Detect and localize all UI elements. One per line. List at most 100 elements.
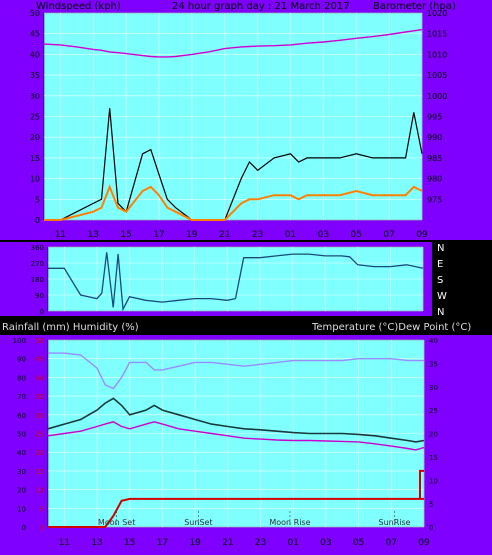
annotation-label: Moon Set — [98, 518, 135, 527]
baro-y-tick-label: 1000 — [427, 92, 447, 101]
wind-y-tick-label: 5 — [35, 195, 40, 204]
baro-y-tick-label: 1020 — [427, 9, 447, 18]
compass-label: W — [437, 291, 447, 302]
temp-x-tick-label: 19 — [189, 538, 201, 548]
header-date-title: 24 hour graph day : 21 March 2017 — [172, 1, 350, 12]
temp-x-tick-label: 17 — [157, 538, 168, 548]
wind-x-tick-label: 23 — [252, 230, 263, 240]
humidity-y-tick-label: 40 — [17, 449, 26, 457]
baro-y-tick-label: 985 — [427, 154, 442, 163]
barometer-line — [43, 28, 423, 58]
temp-y-tick-label: 30 — [429, 384, 438, 392]
rain-y-tick-label: 30 — [35, 412, 44, 420]
humidity-y-tick-label: 60 — [17, 412, 26, 420]
temp-x-tick-label: 13 — [91, 538, 102, 548]
rain-y-tick-label: 25 — [35, 431, 44, 439]
humidity-y-tick-label: 70 — [17, 393, 26, 401]
temp-x-tick-label: 09 — [418, 538, 430, 548]
humidity-y-tick-label: 0 — [22, 524, 26, 532]
temperature-line — [47, 397, 425, 443]
baro-y-tick-label: 1005 — [427, 71, 447, 80]
dewpoint-line — [47, 421, 425, 451]
header-rain-humidity-label: Rainfall (mm) Humidity (%) — [2, 322, 139, 333]
temp-y-tick-label: 40 — [429, 337, 438, 345]
baro-y-tick-label: 1010 — [427, 50, 447, 59]
wind-y-tick-label: 45 — [30, 30, 40, 39]
wind-y-tick-label: 50 — [30, 9, 40, 18]
wind-x-tick-label: 13 — [88, 230, 99, 240]
baro-y-tick-label: 1015 — [427, 30, 447, 39]
humidity-y-tick-label: 20 — [17, 487, 26, 495]
wind-y-tick-label: 20 — [30, 133, 40, 142]
compass-label: N — [437, 243, 444, 254]
wind-x-tick-label: 11 — [55, 230, 66, 240]
wind-y-tick-label: 30 — [30, 92, 40, 101]
wind-direction-line — [48, 252, 424, 312]
temp-x-tick-label: 23 — [255, 538, 266, 548]
humidity-y-tick-label: 10 — [17, 505, 26, 513]
rain-y-tick-label: 0 — [40, 524, 44, 532]
dir-y-tick-label: 90 — [35, 292, 44, 300]
annotation-label: Moon Rise — [269, 518, 310, 527]
temp-x-tick-label: 03 — [320, 538, 331, 548]
header-windspeed-label: Windspeed (kph) — [36, 1, 121, 12]
humidity-y-tick-label: 90 — [17, 356, 26, 364]
compass-label: N — [437, 307, 444, 318]
wind-y-tick-label: 0 — [35, 216, 40, 225]
annotation-label: SunRise — [379, 518, 411, 527]
rain-y-tick-label: 35 — [35, 393, 44, 401]
temp-x-tick-label: 01 — [287, 538, 298, 548]
baro-y-tick-label: 980 — [427, 175, 442, 184]
rain-y-tick-label: 45 — [35, 356, 44, 364]
compass-label: S — [437, 275, 443, 286]
wind-y-tick-label: 40 — [30, 50, 40, 59]
rain-y-tick-label: 10 — [35, 487, 44, 495]
humidity-y-tick-label: 50 — [17, 431, 26, 439]
header-barometer-label: Barometer (hpa) — [373, 1, 456, 12]
wind-x-tick-label: 07 — [383, 230, 394, 240]
wind-y-tick-label: 35 — [30, 71, 40, 80]
humidity-y-tick-label: 30 — [17, 468, 26, 476]
header-temp-dew-label: Temperature (°C)Dew Point (°C) — [311, 322, 471, 333]
temp-y-tick-label: 35 — [429, 360, 438, 368]
wind-y-tick-label: 10 — [30, 175, 40, 184]
humidity-y-tick-label: 100 — [13, 337, 26, 345]
wind-x-tick-label: 05 — [351, 230, 362, 240]
temp-y-tick-label: 20 — [429, 431, 438, 439]
rainfall-line — [48, 469, 424, 528]
dir-y-tick-label: 180 — [31, 276, 44, 284]
wind-x-tick-label: 21 — [219, 230, 230, 240]
baro-y-tick-label: 995 — [427, 113, 442, 122]
rain-y-tick-label: 5 — [40, 505, 44, 513]
wind-average-line — [44, 184, 423, 221]
compass-label: E — [437, 259, 443, 270]
wind-y-tick-label: 25 — [30, 113, 40, 122]
temp-x-tick-label: 15 — [124, 538, 135, 548]
baro-y-tick-label: 975 — [427, 195, 442, 204]
baro-y-tick-label: 990 — [427, 133, 442, 142]
humidity-y-tick-label: 80 — [17, 374, 26, 382]
wind-y-tick-label: 15 — [30, 154, 40, 163]
wind-x-tick-label: 03 — [318, 230, 329, 240]
temp-y-tick-label: 10 — [429, 477, 438, 485]
wind-x-tick-label: 09 — [416, 230, 428, 240]
temp-y-tick-label: 25 — [429, 407, 438, 415]
rain-y-tick-label: 40 — [35, 374, 44, 382]
wind-x-tick-label: 19 — [186, 230, 198, 240]
temp-x-tick-label: 07 — [386, 538, 397, 548]
wind-x-tick-label: 01 — [285, 230, 296, 240]
temp-x-tick-label: 21 — [222, 538, 233, 548]
temp-x-tick-label: 11 — [59, 538, 70, 548]
temp-x-tick-label: 05 — [353, 538, 364, 548]
dir-y-tick-label: 0 — [40, 308, 44, 316]
annotation-label: SunSet — [184, 518, 212, 527]
temp-y-tick-label: 5 — [429, 501, 433, 509]
rain-y-tick-label: 20 — [35, 449, 44, 457]
dir-y-tick-label: 270 — [31, 260, 44, 268]
dir-y-tick-label: 360 — [31, 244, 44, 252]
rain-y-tick-label: 15 — [35, 468, 44, 476]
humidity-line — [48, 352, 424, 390]
temp-y-tick-label: 15 — [429, 454, 438, 462]
